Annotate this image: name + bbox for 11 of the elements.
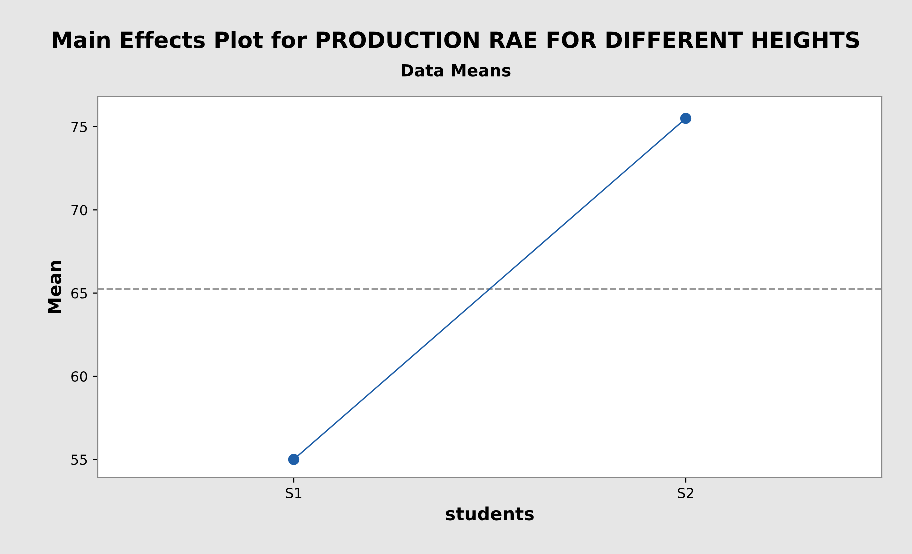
chart-title: Main Effects Plot for PRODUCTION RAE FOR DIFFERENT HEIGHTS — [53, 31, 860, 48]
y-tick-label: 70 — [72, 205, 88, 216]
x-axis-title: students — [446, 506, 534, 521]
y-tick-label: 75 — [72, 122, 88, 132]
y-axis-title: Mean — [48, 261, 62, 314]
y-tick-label: 65 — [72, 288, 88, 299]
x-tick-label: S2 — [678, 488, 694, 498]
y-tick-label: 60 — [72, 371, 88, 382]
x-tick-label: S1 — [286, 488, 302, 498]
y-tick-label: 55 — [72, 454, 88, 466]
chart-subtitle: Data Means — [402, 64, 511, 77]
